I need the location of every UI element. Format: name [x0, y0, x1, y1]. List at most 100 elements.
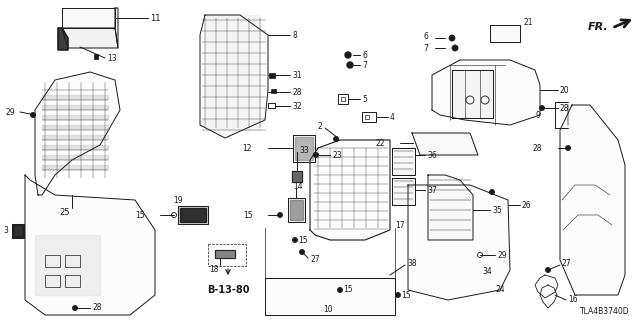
- Polygon shape: [42, 95, 108, 99]
- Text: 27: 27: [310, 255, 319, 265]
- Text: 22: 22: [376, 139, 385, 148]
- Polygon shape: [58, 28, 68, 50]
- Circle shape: [449, 35, 455, 41]
- Text: 32: 32: [292, 101, 301, 110]
- Circle shape: [337, 287, 342, 292]
- Text: 28: 28: [560, 103, 570, 113]
- Text: 12: 12: [243, 143, 252, 153]
- Circle shape: [292, 237, 298, 243]
- Polygon shape: [42, 155, 108, 159]
- Polygon shape: [560, 105, 625, 295]
- Text: 26: 26: [522, 201, 532, 210]
- Bar: [208, 244, 246, 266]
- Text: 18: 18: [209, 266, 219, 275]
- Text: 33: 33: [299, 146, 308, 155]
- Bar: [362, 112, 376, 122]
- Text: 15: 15: [401, 291, 411, 300]
- Text: 16: 16: [568, 295, 578, 305]
- Circle shape: [490, 189, 495, 195]
- Bar: [268, 103, 275, 108]
- Circle shape: [345, 52, 351, 58]
- Text: 11: 11: [150, 13, 161, 22]
- Circle shape: [31, 113, 35, 117]
- Circle shape: [540, 106, 545, 110]
- Polygon shape: [42, 165, 108, 169]
- Text: 29: 29: [497, 251, 507, 260]
- Text: 23: 23: [332, 150, 342, 159]
- Bar: [341, 97, 345, 101]
- Polygon shape: [490, 25, 520, 42]
- Text: 34: 34: [482, 268, 492, 276]
- Polygon shape: [428, 175, 473, 240]
- Polygon shape: [42, 145, 108, 149]
- Polygon shape: [408, 185, 510, 300]
- Polygon shape: [295, 137, 313, 160]
- Text: 20: 20: [560, 85, 570, 94]
- Text: 14: 14: [293, 181, 303, 190]
- Polygon shape: [392, 148, 415, 175]
- Text: 38: 38: [407, 259, 417, 268]
- Circle shape: [333, 137, 339, 141]
- Bar: [271, 89, 275, 93]
- Text: 21: 21: [524, 18, 534, 27]
- Bar: [338, 94, 348, 104]
- Polygon shape: [392, 178, 415, 205]
- Polygon shape: [310, 140, 390, 240]
- Text: 28: 28: [92, 303, 102, 313]
- Polygon shape: [13, 225, 23, 237]
- Circle shape: [278, 212, 282, 218]
- Circle shape: [347, 62, 353, 68]
- Polygon shape: [412, 133, 478, 155]
- Polygon shape: [12, 224, 24, 238]
- Polygon shape: [42, 115, 108, 119]
- Text: 15: 15: [343, 285, 353, 294]
- Text: 4: 4: [390, 113, 395, 122]
- Text: 7: 7: [423, 44, 428, 52]
- Text: 37: 37: [427, 186, 436, 195]
- Polygon shape: [292, 171, 302, 182]
- Circle shape: [452, 45, 458, 51]
- Polygon shape: [42, 105, 108, 109]
- Polygon shape: [265, 278, 395, 315]
- Circle shape: [300, 250, 305, 254]
- Bar: [365, 115, 369, 119]
- Text: B-13-80: B-13-80: [207, 285, 249, 295]
- Text: 28: 28: [292, 87, 301, 97]
- Text: 3: 3: [3, 226, 8, 235]
- Text: 35: 35: [492, 205, 502, 214]
- Text: 31: 31: [292, 70, 301, 79]
- Circle shape: [566, 146, 570, 150]
- Polygon shape: [205, 15, 260, 130]
- Text: 9: 9: [535, 110, 540, 119]
- Polygon shape: [215, 250, 235, 258]
- Bar: [292, 171, 302, 182]
- Text: 19: 19: [173, 196, 183, 204]
- Bar: [94, 53, 98, 59]
- Text: 29: 29: [5, 108, 15, 116]
- Circle shape: [545, 268, 550, 273]
- Text: 7: 7: [362, 60, 367, 69]
- Circle shape: [396, 292, 401, 298]
- Text: 28: 28: [532, 143, 542, 153]
- Bar: [45, 255, 60, 267]
- Polygon shape: [35, 72, 120, 195]
- Circle shape: [314, 153, 319, 157]
- Text: TLA4B3740D: TLA4B3740D: [580, 308, 630, 316]
- Bar: [45, 275, 60, 287]
- Text: 36: 36: [427, 150, 436, 159]
- Polygon shape: [62, 28, 118, 48]
- Polygon shape: [290, 200, 303, 220]
- Polygon shape: [115, 8, 118, 48]
- Text: 13: 13: [107, 53, 116, 62]
- Polygon shape: [293, 135, 315, 162]
- Text: 2: 2: [317, 122, 322, 131]
- Polygon shape: [178, 206, 208, 224]
- Text: 24: 24: [495, 285, 504, 294]
- Text: 5: 5: [362, 94, 367, 103]
- Polygon shape: [35, 235, 100, 295]
- Text: 27: 27: [562, 259, 572, 268]
- Text: 10: 10: [323, 306, 333, 315]
- Polygon shape: [42, 135, 108, 139]
- Text: 17: 17: [395, 220, 404, 229]
- Circle shape: [72, 306, 77, 310]
